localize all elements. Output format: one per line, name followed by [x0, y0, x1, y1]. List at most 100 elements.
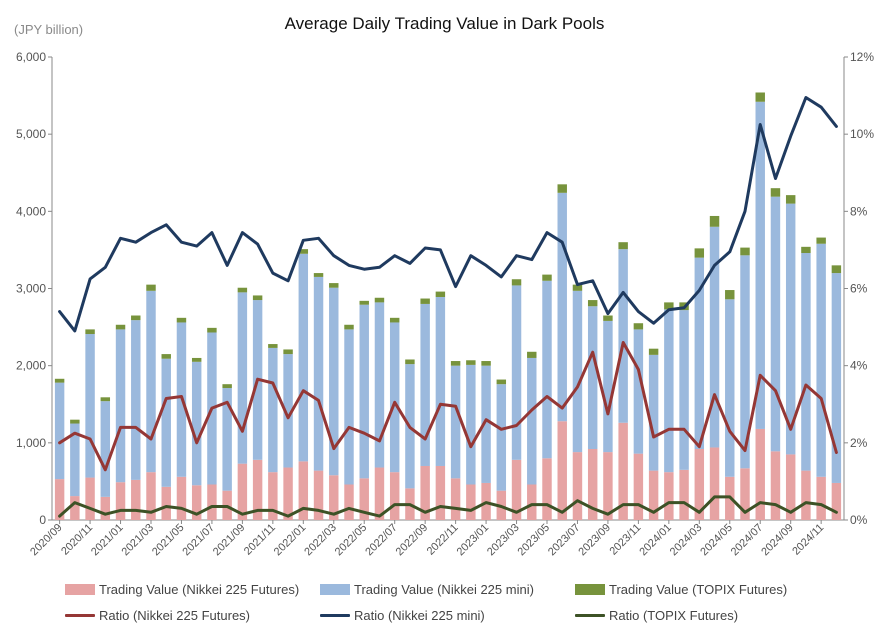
bar-segment-topix-futures: [161, 354, 171, 359]
x-tick-label: 2023/09: [576, 522, 613, 559]
bar-segment-nikkei-225-futures: [161, 486, 171, 520]
legend-label: Ratio (TOPIX Futures): [609, 608, 739, 623]
bar-segment-topix-futures: [542, 274, 552, 281]
y2-tick-label: 6%: [850, 282, 868, 296]
bar-segment-topix-futures: [466, 360, 476, 365]
y2-tick-label: 2%: [850, 436, 868, 450]
bar-segment-topix-futures: [481, 361, 491, 366]
bar-segment-topix-futures: [557, 184, 567, 193]
bar-segment-nikkei-225-mini: [435, 296, 446, 466]
x-tick-label: 2024/09: [759, 522, 796, 559]
bar-segment-nikkei-225-futures: [740, 468, 750, 520]
bar-segment-topix-futures: [816, 237, 826, 244]
legend-label: Ratio (Nikkei 225 Futures): [99, 608, 250, 623]
bar-segment-nikkei-225-mini: [466, 364, 476, 485]
bar-segment-nikkei-225-futures: [191, 485, 202, 520]
bar-segment-nikkei-225-mini: [283, 354, 293, 468]
bar-segment-topix-futures: [770, 188, 781, 197]
bar-segment-topix-futures: [587, 300, 598, 307]
bar-segment-topix-futures: [268, 344, 278, 348]
bar-segment-topix-futures: [740, 247, 750, 256]
bar-segment-nikkei-225-mini: [831, 273, 842, 483]
bar-segment-topix-futures: [85, 329, 95, 335]
bar-segment-nikkei-225-mini: [740, 255, 750, 469]
bar-segment-topix-futures: [237, 287, 248, 293]
bar-segment-nikkei-225-mini: [131, 320, 141, 480]
bar-segment-nikkei-225-mini: [664, 309, 674, 473]
x-tick-label: 2022/07: [363, 522, 400, 559]
bar-segment-nikkei-225-mini: [191, 361, 202, 486]
bar-segment-topix-futures: [146, 284, 156, 291]
bar-segment-topix-futures: [176, 317, 187, 323]
bar-segment-nikkei-225-futures: [694, 449, 705, 520]
legend-label: Ratio (Nikkei 225 mini): [354, 608, 485, 623]
legend-swatch: [65, 614, 95, 617]
x-tick-label: 2020/11: [59, 522, 95, 558]
bar-segment-nikkei-225-futures: [542, 458, 552, 520]
bar-segment-nikkei-225-mini: [298, 253, 309, 462]
bar-segment-nikkei-225-mini: [816, 243, 826, 477]
bar-segment-nikkei-225-mini: [542, 280, 552, 459]
bar-segment-nikkei-225-mini: [496, 384, 507, 491]
x-tick-label: 2021/07: [180, 522, 217, 559]
bar-segment-nikkei-225-futures: [374, 467, 385, 520]
bar-segment-nikkei-225-mini: [694, 257, 705, 450]
bar-segment-nikkei-225-mini: [329, 287, 339, 476]
y2-tick-label: 0%: [850, 513, 868, 527]
bar-segment-topix-futures: [420, 298, 430, 304]
x-tick-label: 2022/09: [394, 522, 431, 559]
bar-segment-nikkei-225-futures: [679, 469, 689, 520]
x-tick-label: 2024/07: [729, 522, 766, 559]
bar-segment-nikkei-225-mini: [770, 196, 781, 452]
bar-segment-nikkei-225-futures: [618, 422, 628, 520]
legend-item-nikkei-225-futures-value: Trading Value (Nikkei 225 Futures): [65, 582, 299, 597]
x-tick-label: 2022/05: [333, 522, 370, 559]
bar-segment-nikkei-225-mini: [633, 329, 644, 454]
bar-segment-nikkei-225-futures: [70, 496, 80, 520]
ratio-nikkei-225-mini-line: [58, 96, 838, 333]
bar-segment-nikkei-225-futures: [709, 447, 720, 520]
x-tick-label: 2023/01: [455, 522, 492, 559]
bar-segment-nikkei-225-futures: [146, 472, 156, 520]
y-tick-label: 1,000: [16, 436, 46, 450]
legend-item-topix-futures-value: Trading Value (TOPIX Futures): [575, 582, 787, 597]
y2-tick-label: 10%: [850, 127, 874, 141]
bar-segment-topix-futures: [648, 348, 659, 355]
x-tick-label: 2024/01: [637, 522, 674, 559]
x-tick-label: 2023/07: [546, 522, 583, 559]
bar-segment-nikkei-225-mini: [450, 365, 461, 479]
bar-segment-nikkei-225-futures: [801, 470, 811, 520]
y-tick-label: 5,000: [16, 127, 46, 141]
bar-segment-nikkei-225-futures: [283, 467, 293, 520]
x-tick-label: 2021/03: [120, 522, 157, 559]
legend-swatch: [320, 614, 350, 617]
x-tick-label: 2020/09: [28, 522, 65, 559]
bar-segment-topix-futures: [313, 273, 324, 277]
bar-segment-nikkei-225-futures: [420, 465, 430, 520]
legend-swatch: [320, 584, 350, 595]
bar-segment-topix-futures: [359, 300, 369, 305]
bar-segment-topix-futures: [450, 361, 461, 366]
bar-segment-topix-futures: [329, 283, 339, 288]
bar-segment-topix-futures: [496, 379, 507, 385]
bar-segment-nikkei-225-futures: [313, 470, 324, 520]
x-tick-label: 2024/11: [790, 522, 826, 558]
x-tick-label: 2022/01: [272, 522, 309, 559]
bar-segment-topix-futures: [527, 351, 537, 358]
bar-segment-nikkei-225-futures: [603, 452, 613, 520]
bar-segment-nikkei-225-futures: [268, 472, 278, 520]
bar-segment-topix-futures: [755, 92, 765, 102]
bar-segment-topix-futures: [283, 349, 293, 355]
bar-segment-topix-futures: [344, 324, 354, 330]
bar-segment-nikkei-225-futures: [755, 428, 765, 520]
bar-segment-nikkei-225-mini: [755, 101, 765, 429]
bar-segment-topix-futures: [831, 265, 842, 274]
x-tick-label: 2023/11: [607, 522, 643, 558]
bar-segment-nikkei-225-mini: [511, 285, 522, 460]
bar-segment-nikkei-225-mini: [85, 334, 95, 478]
bar-segment-topix-futures: [709, 215, 720, 227]
bar-segment-nikkei-225-mini: [420, 303, 430, 466]
legend-swatch: [575, 614, 605, 617]
bar-segment-nikkei-225-futures: [329, 475, 339, 520]
bar-segment-nikkei-225-futures: [557, 421, 567, 520]
